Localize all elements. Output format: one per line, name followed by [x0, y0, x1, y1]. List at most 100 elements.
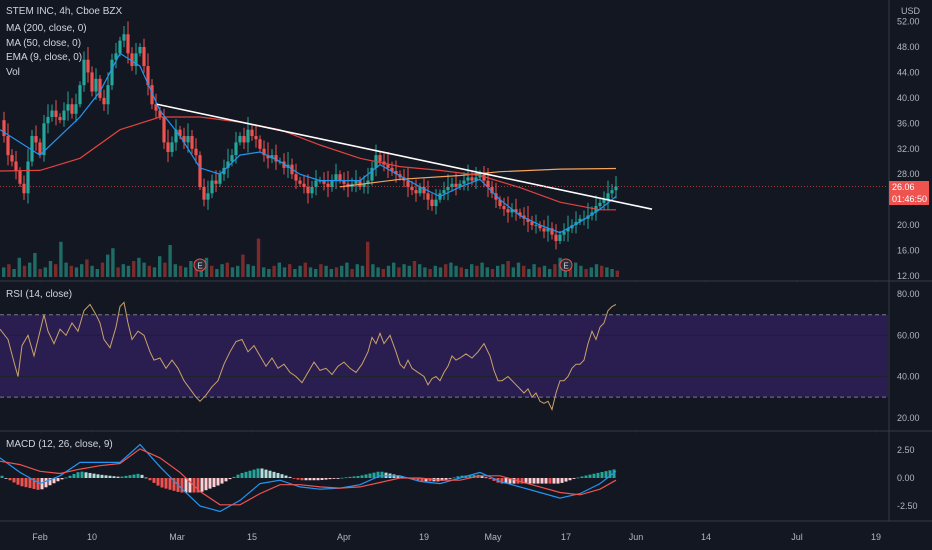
candle[interactable]: [234, 142, 238, 156]
candle[interactable]: [270, 155, 274, 159]
candle[interactable]: [210, 180, 214, 194]
candle[interactable]: [446, 186, 450, 191]
candle[interactable]: [506, 209, 510, 213]
candle[interactable]: [82, 59, 86, 86]
candle[interactable]: [50, 110, 54, 117]
legend-ma200[interactable]: MA (200, close, 0): [6, 23, 87, 34]
candle[interactable]: [542, 228, 546, 232]
candle[interactable]: [610, 190, 614, 194]
candle[interactable]: [502, 206, 506, 210]
candle[interactable]: [226, 161, 230, 168]
candle[interactable]: [242, 136, 246, 143]
candle[interactable]: [302, 183, 306, 187]
candle[interactable]: [422, 186, 426, 194]
candle[interactable]: [6, 136, 10, 156]
candle[interactable]: [142, 46, 146, 67]
candle[interactable]: [250, 129, 254, 137]
candle[interactable]: [26, 161, 30, 194]
candle[interactable]: [538, 225, 542, 229]
candle[interactable]: [46, 116, 50, 124]
trendline[interactable]: [156, 103, 653, 210]
candle[interactable]: [566, 228, 570, 232]
candle[interactable]: [366, 180, 370, 184]
candle[interactable]: [326, 183, 330, 187]
candle[interactable]: [66, 104, 70, 111]
candle[interactable]: [42, 123, 46, 156]
candle[interactable]: [258, 139, 262, 149]
candle[interactable]: [122, 34, 126, 41]
candle[interactable]: [14, 161, 18, 172]
candle[interactable]: [430, 199, 434, 207]
candle[interactable]: [414, 190, 418, 194]
candle[interactable]: [202, 186, 206, 200]
legend-ma50[interactable]: MA (50, close, 0): [6, 37, 82, 49]
candle[interactable]: [334, 174, 338, 181]
candle[interactable]: [546, 228, 550, 232]
candle[interactable]: [146, 66, 150, 86]
candle[interactable]: [562, 231, 566, 235]
candle[interactable]: [90, 72, 94, 92]
candle[interactable]: [114, 53, 118, 60]
candle[interactable]: [378, 155, 382, 162]
candle[interactable]: [238, 136, 242, 143]
candle[interactable]: [206, 193, 210, 200]
candle[interactable]: [486, 180, 490, 187]
candle[interactable]: [130, 53, 134, 67]
candle[interactable]: [310, 186, 314, 194]
candle[interactable]: [390, 167, 394, 172]
candle[interactable]: [406, 180, 410, 187]
candle[interactable]: [162, 116, 166, 143]
candle[interactable]: [182, 136, 186, 143]
candle[interactable]: [458, 183, 462, 187]
candle[interactable]: [158, 110, 162, 117]
candle[interactable]: [462, 180, 466, 184]
candle[interactable]: [106, 85, 110, 105]
candle[interactable]: [126, 34, 130, 54]
macd-signal-line[interactable]: [0, 448, 617, 506]
legend-ema9[interactable]: EMA (9, close, 0): [6, 52, 83, 63]
candle[interactable]: [78, 85, 82, 105]
rsi-line[interactable]: [0, 301, 617, 411]
candle[interactable]: [62, 110, 66, 121]
candle[interactable]: [370, 167, 374, 181]
earnings-marker-icon[interactable]: [559, 258, 573, 272]
candle[interactable]: [94, 78, 98, 92]
candle[interactable]: [86, 59, 90, 73]
candle[interactable]: [98, 78, 102, 98]
rsi-pane[interactable]: [0, 283, 932, 430]
candle[interactable]: [22, 183, 26, 194]
candle[interactable]: [362, 183, 366, 187]
candle[interactable]: [18, 171, 22, 184]
candle[interactable]: [322, 180, 326, 184]
candle[interactable]: [358, 180, 362, 187]
candle[interactable]: [606, 193, 610, 200]
candle[interactable]: [426, 193, 430, 200]
candle[interactable]: [306, 186, 310, 194]
candle[interactable]: [38, 142, 42, 156]
candle[interactable]: [518, 212, 522, 216]
candle[interactable]: [554, 234, 558, 242]
candle[interactable]: [174, 129, 178, 143]
candle[interactable]: [30, 136, 34, 162]
candle[interactable]: [526, 218, 530, 222]
candle[interactable]: [218, 174, 222, 184]
candle[interactable]: [418, 186, 422, 194]
candle[interactable]: [314, 180, 318, 187]
candle[interactable]: [10, 155, 14, 162]
candle[interactable]: [550, 228, 554, 235]
candle[interactable]: [154, 104, 158, 111]
candle[interactable]: [102, 97, 106, 105]
candle[interactable]: [194, 148, 198, 156]
candle[interactable]: [578, 218, 582, 222]
symbol-title[interactable]: STEM INC, 4h, Cboe BZX: [6, 6, 123, 17]
candle[interactable]: [342, 180, 346, 184]
candle[interactable]: [178, 129, 182, 137]
candle[interactable]: [262, 148, 266, 156]
candle[interactable]: [330, 180, 334, 187]
candle[interactable]: [470, 177, 474, 181]
candle[interactable]: [510, 209, 514, 213]
candle[interactable]: [530, 221, 534, 226]
candle[interactable]: [198, 155, 202, 187]
